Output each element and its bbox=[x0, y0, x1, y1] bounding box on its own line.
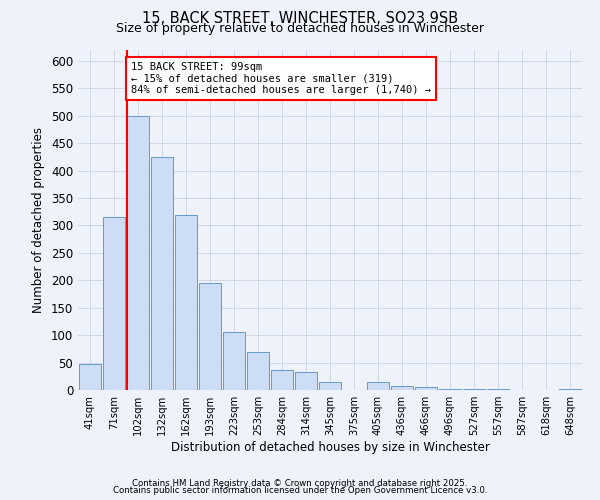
Text: 15, BACK STREET, WINCHESTER, SO23 9SB: 15, BACK STREET, WINCHESTER, SO23 9SB bbox=[142, 11, 458, 26]
Bar bbox=[79, 364, 101, 390]
Bar bbox=[151, 157, 173, 390]
Text: 15 BACK STREET: 99sqm
← 15% of detached houses are smaller (319)
84% of semi-det: 15 BACK STREET: 99sqm ← 15% of detached … bbox=[131, 62, 431, 96]
Text: Contains public sector information licensed under the Open Government Licence v3: Contains public sector information licen… bbox=[113, 486, 487, 495]
Text: Size of property relative to detached houses in Winchester: Size of property relative to detached ho… bbox=[116, 22, 484, 35]
Bar bbox=[127, 116, 149, 390]
Bar bbox=[415, 388, 437, 390]
Bar bbox=[223, 332, 245, 390]
Bar bbox=[391, 386, 413, 390]
Bar bbox=[295, 372, 317, 390]
Bar bbox=[559, 389, 581, 390]
Bar bbox=[319, 382, 341, 390]
Bar bbox=[175, 214, 197, 390]
Bar bbox=[439, 389, 461, 390]
Bar bbox=[271, 370, 293, 390]
Text: Contains HM Land Registry data © Crown copyright and database right 2025.: Contains HM Land Registry data © Crown c… bbox=[132, 478, 468, 488]
Bar bbox=[367, 382, 389, 390]
X-axis label: Distribution of detached houses by size in Winchester: Distribution of detached houses by size … bbox=[170, 441, 490, 454]
Bar bbox=[199, 283, 221, 390]
Bar bbox=[103, 218, 125, 390]
Bar bbox=[247, 352, 269, 390]
Y-axis label: Number of detached properties: Number of detached properties bbox=[32, 127, 46, 313]
